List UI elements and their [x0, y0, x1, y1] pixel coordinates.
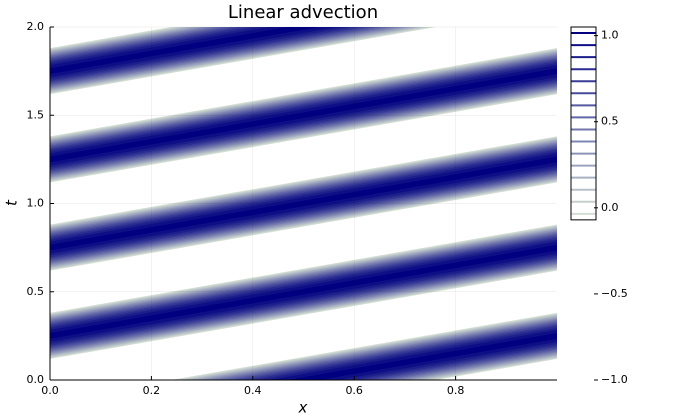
y-tick-label: 1.5	[27, 108, 45, 121]
contour-band	[50, 27, 368, 83]
contour-band	[231, 323, 557, 380]
contour-band	[50, 156, 557, 251]
contour-band	[50, 244, 557, 339]
contour-band	[269, 329, 557, 380]
contour-band	[218, 321, 557, 380]
colorbar-tick-label: 0.5	[601, 115, 619, 128]
contour-band	[287, 333, 557, 380]
x-tick-label: 0.8	[447, 384, 465, 397]
contour-band	[50, 27, 360, 81]
colorbar-tick-label: −0.5	[601, 287, 628, 300]
contour-band	[50, 27, 320, 74]
contour-band	[247, 326, 557, 380]
x-tick-label: 0.2	[143, 384, 161, 397]
x-axis-label: x	[298, 399, 308, 417]
y-tick-label: 0.5	[27, 285, 45, 298]
contour-band	[224, 322, 557, 380]
y-tick-label: 2.0	[27, 20, 45, 33]
colorbar-frame	[570, 26, 597, 221]
contour-band	[50, 27, 376, 84]
x-tick-label: 0.6	[345, 384, 363, 397]
contour-band	[50, 27, 389, 86]
y-tick-label: 0.0	[27, 373, 45, 386]
y-tick-label: 1.0	[27, 197, 45, 210]
contour-band	[50, 27, 338, 78]
chart-title: Linear advection	[228, 2, 378, 23]
colorbar-tick-label: 0.0	[601, 201, 619, 214]
x-tick-label: 0.4	[244, 384, 262, 397]
contour-band	[50, 68, 557, 163]
contour-band	[257, 327, 557, 380]
y-axis-label: t	[3, 199, 21, 206]
contour-band	[50, 27, 350, 80]
contour-band	[239, 324, 557, 380]
contour-band	[50, 27, 383, 85]
x-tick-label: 0.0	[41, 384, 59, 397]
plot-area	[50, 27, 557, 380]
colorbar-tick-label: −1.0	[601, 373, 628, 386]
colorbar-tick-label: 1.0	[601, 29, 619, 42]
